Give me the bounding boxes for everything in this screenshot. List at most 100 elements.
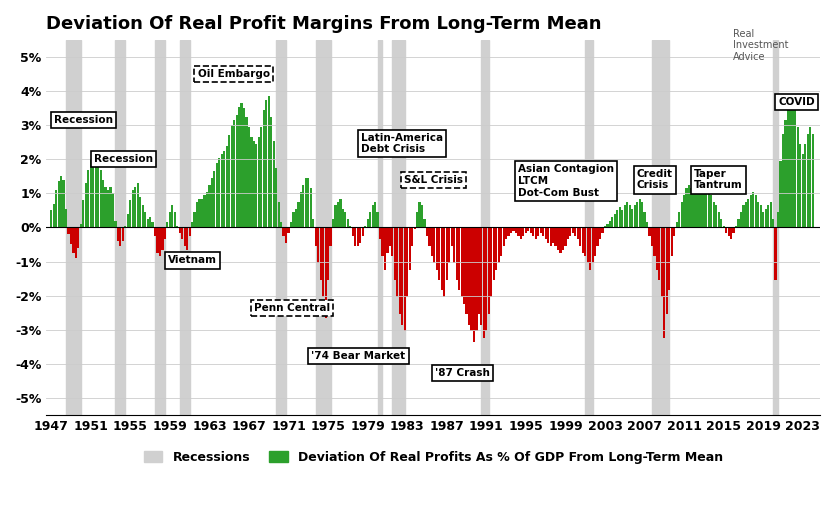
- Bar: [256, 144, 257, 227]
- Bar: [55, 190, 57, 227]
- Bar: [769, 202, 772, 227]
- Bar: [162, 227, 163, 249]
- Bar: [675, 223, 678, 227]
- Bar: [322, 227, 324, 297]
- Bar: [253, 141, 255, 227]
- Bar: [100, 170, 101, 227]
- Bar: [461, 227, 463, 297]
- Bar: [313, 219, 314, 227]
- Bar: [324, 227, 327, 318]
- Bar: [517, 227, 520, 236]
- Bar: [384, 227, 386, 270]
- Bar: [163, 227, 166, 239]
- Bar: [530, 227, 532, 233]
- Bar: [584, 227, 587, 256]
- Text: Vietnam: Vietnam: [168, 255, 217, 266]
- Bar: [582, 227, 584, 253]
- Bar: [378, 40, 382, 415]
- Bar: [391, 227, 394, 256]
- Bar: [722, 226, 725, 227]
- Bar: [228, 135, 230, 227]
- Bar: [119, 227, 122, 246]
- Bar: [621, 211, 623, 227]
- Bar: [248, 127, 250, 227]
- Bar: [171, 205, 173, 227]
- Bar: [750, 195, 752, 227]
- Bar: [80, 224, 82, 227]
- Bar: [261, 127, 262, 227]
- Bar: [386, 227, 389, 253]
- Bar: [352, 227, 354, 236]
- Bar: [485, 227, 488, 331]
- Bar: [649, 227, 650, 236]
- Bar: [70, 227, 72, 245]
- Bar: [411, 227, 413, 246]
- Bar: [215, 163, 218, 227]
- Bar: [129, 200, 132, 227]
- Bar: [308, 178, 309, 227]
- Bar: [737, 219, 740, 227]
- Text: Recession: Recession: [94, 154, 153, 164]
- Bar: [665, 227, 668, 314]
- Bar: [587, 227, 589, 263]
- Bar: [628, 205, 631, 227]
- Bar: [498, 227, 499, 263]
- Bar: [500, 227, 502, 256]
- Bar: [693, 192, 695, 227]
- Bar: [181, 227, 184, 239]
- Bar: [475, 227, 478, 331]
- Bar: [305, 178, 307, 227]
- Bar: [515, 227, 517, 233]
- Bar: [755, 195, 757, 227]
- Bar: [334, 205, 337, 227]
- Bar: [223, 151, 225, 227]
- Bar: [277, 202, 280, 227]
- Bar: [663, 227, 665, 338]
- Bar: [381, 227, 384, 256]
- Bar: [332, 219, 334, 227]
- Text: '87 Crash: '87 Crash: [435, 368, 489, 378]
- Bar: [448, 227, 450, 263]
- Bar: [656, 227, 658, 270]
- Bar: [639, 198, 641, 227]
- Bar: [144, 212, 146, 227]
- Bar: [287, 227, 290, 233]
- Bar: [712, 202, 715, 227]
- Bar: [646, 223, 648, 227]
- Text: Asian Contagion
LTCM
Dot-Com Bust: Asian Contagion LTCM Dot-Com Bust: [518, 164, 614, 197]
- Bar: [542, 227, 544, 236]
- Bar: [406, 227, 408, 297]
- Bar: [431, 227, 433, 256]
- Bar: [540, 227, 542, 233]
- Bar: [413, 227, 416, 229]
- Bar: [644, 212, 645, 227]
- Bar: [607, 224, 608, 227]
- Bar: [337, 202, 339, 227]
- Bar: [446, 227, 447, 280]
- Bar: [503, 227, 504, 246]
- Bar: [659, 227, 660, 280]
- Bar: [201, 198, 203, 227]
- Bar: [552, 227, 554, 243]
- Bar: [416, 212, 418, 227]
- Bar: [233, 120, 235, 227]
- Bar: [277, 40, 286, 415]
- Bar: [423, 219, 426, 227]
- Bar: [703, 185, 705, 227]
- Bar: [179, 40, 189, 415]
- Bar: [379, 227, 381, 239]
- Bar: [685, 188, 688, 227]
- Bar: [661, 227, 663, 297]
- Text: Deviation Of Real Profit Margins From Long-Term Mean: Deviation Of Real Profit Margins From Lo…: [46, 15, 602, 33]
- Bar: [611, 217, 613, 227]
- Bar: [127, 214, 129, 227]
- Bar: [725, 227, 727, 233]
- Bar: [314, 227, 317, 246]
- Bar: [295, 209, 297, 227]
- Bar: [303, 185, 304, 227]
- Bar: [683, 195, 685, 227]
- Bar: [727, 227, 730, 236]
- Bar: [777, 212, 779, 227]
- Bar: [773, 40, 778, 415]
- Bar: [418, 202, 421, 227]
